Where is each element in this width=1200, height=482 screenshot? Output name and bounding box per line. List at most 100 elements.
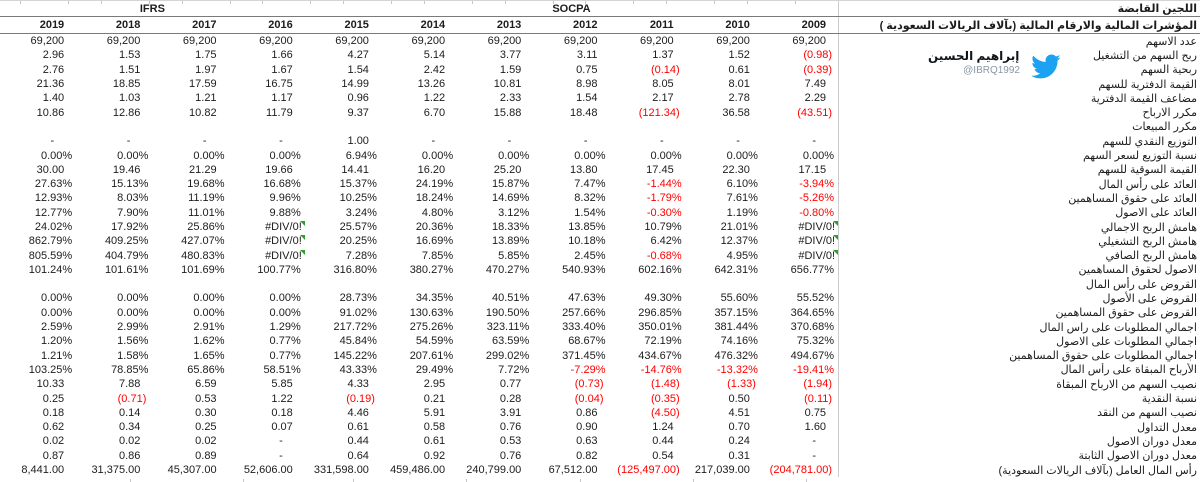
- table-cell[interactable]: #DIV/0!: [762, 235, 839, 247]
- table-cell[interactable]: 34.35%: [415, 292, 454, 305]
- table-cell[interactable]: 101.61%: [104, 263, 149, 276]
- table-cell[interactable]: #DIV/0!: [229, 221, 305, 233]
- row-label[interactable]: ربحية السهم: [838, 62, 1200, 77]
- table-cell[interactable]: 1.21: [195, 92, 217, 105]
- table-cell[interactable]: 240,799.00: [466, 464, 522, 477]
- table-cell[interactable]: 14.99: [341, 78, 369, 91]
- table-cell[interactable]: 190.50%: [485, 306, 530, 319]
- table-cell[interactable]: 5.14: [423, 49, 446, 62]
- table-cell[interactable]: 1.17: [271, 92, 293, 105]
- table-cell[interactable]: 409.25%: [104, 235, 149, 248]
- table-cell[interactable]: 27.63%: [34, 178, 73, 191]
- table-cell[interactable]: 67,512.00: [548, 464, 598, 477]
- table-cell[interactable]: 20.36%: [415, 221, 454, 233]
- table-cell[interactable]: 12.86: [112, 106, 141, 119]
- table-cell[interactable]: 4.95%: [726, 249, 758, 262]
- table-cell[interactable]: -: [279, 135, 283, 148]
- row-label[interactable]: هامش الربح التشغيلي: [838, 234, 1200, 249]
- table-cell[interactable]: 0.02: [118, 435, 141, 448]
- table-cell[interactable]: 69,200: [563, 35, 598, 48]
- table-cell[interactable]: 28.73%: [339, 292, 377, 305]
- table-cell[interactable]: 19.46: [112, 163, 141, 176]
- standard-header-socpa[interactable]: SOCPA: [552, 2, 591, 15]
- table-cell[interactable]: 14.41: [341, 163, 369, 176]
- table-cell[interactable]: 69,200: [30, 35, 65, 48]
- table-cell[interactable]: 8,441.00: [21, 464, 65, 477]
- table-cell[interactable]: 371.45%: [562, 349, 606, 362]
- year-header[interactable]: 2015: [344, 19, 369, 31]
- table-cell[interactable]: 6.94%: [345, 149, 377, 162]
- table-cell[interactable]: (0.04): [574, 392, 604, 405]
- table-cell[interactable]: 25.20: [493, 163, 522, 176]
- table-cell[interactable]: 29.49%: [415, 363, 454, 376]
- table-cell[interactable]: 40.51%: [492, 292, 530, 305]
- table-cell[interactable]: (0.19): [346, 392, 375, 405]
- row-label[interactable]: معدل دوران الاصول: [838, 434, 1200, 449]
- row-label[interactable]: ربح السهم من التشغيل: [838, 48, 1200, 63]
- table-cell[interactable]: -: [812, 135, 817, 148]
- table-cell[interactable]: (1.33): [727, 378, 756, 391]
- table-cell[interactable]: -: [812, 449, 817, 462]
- table-cell[interactable]: 65.86%: [187, 363, 225, 376]
- table-cell[interactable]: 30.00: [36, 163, 65, 176]
- table-cell[interactable]: 11.01%: [188, 206, 225, 219]
- table-cell[interactable]: 3.24%: [345, 206, 377, 219]
- table-cell[interactable]: 1.19%: [726, 206, 758, 219]
- table-cell[interactable]: 1.97: [195, 63, 217, 76]
- table-cell[interactable]: 25.86%: [187, 221, 225, 233]
- row-label[interactable]: اجمالي المطلوبات على راس المال: [838, 319, 1200, 335]
- table-cell[interactable]: 427.07%: [181, 235, 225, 248]
- table-cell[interactable]: 17.59: [189, 78, 217, 91]
- table-cell[interactable]: 331,598.00: [313, 464, 369, 477]
- table-cell[interactable]: 1.22: [423, 92, 446, 105]
- table-cell[interactable]: 0.00%: [269, 149, 301, 162]
- table-cell[interactable]: -: [279, 449, 283, 462]
- table-cell[interactable]: 0.14: [118, 406, 141, 419]
- table-cell[interactable]: 0.61: [728, 63, 750, 76]
- table-cell[interactable]: 103.25%: [28, 363, 73, 376]
- table-cell[interactable]: 13.80: [569, 163, 598, 176]
- table-cell[interactable]: 2.33: [499, 92, 522, 105]
- table-cell[interactable]: 16.20: [417, 163, 446, 176]
- table-cell[interactable]: 0.87: [42, 449, 65, 462]
- table-cell[interactable]: (0.11): [804, 392, 833, 405]
- table-cell[interactable]: 13.89%: [492, 235, 530, 248]
- table-cell[interactable]: 0.31: [728, 449, 750, 462]
- table-cell[interactable]: (1.94): [803, 378, 833, 391]
- table-cell[interactable]: 0.00%: [802, 149, 835, 162]
- table-cell[interactable]: 316.80%: [333, 263, 377, 276]
- table-cell[interactable]: 2.42: [423, 63, 446, 76]
- table-cell[interactable]: 54.59%: [415, 335, 454, 348]
- table-cell[interactable]: -0.30%: [646, 206, 682, 219]
- table-cell[interactable]: 4.51: [728, 406, 750, 419]
- table-cell[interactable]: 2.17: [652, 92, 674, 105]
- table-cell[interactable]: 49.30%: [644, 292, 682, 305]
- row-label[interactable]: نسبة النقدية: [838, 391, 1200, 406]
- table-cell[interactable]: -7.29%: [570, 363, 606, 376]
- table-cell[interactable]: 296.85%: [638, 306, 682, 319]
- table-cell[interactable]: 1.40: [42, 92, 65, 105]
- table-cell[interactable]: 476.32%: [714, 349, 758, 362]
- table-cell[interactable]: 1.59: [499, 63, 522, 76]
- table-cell[interactable]: 7.90%: [117, 206, 149, 219]
- table-cell[interactable]: (121.34): [638, 106, 680, 119]
- table-cell[interactable]: 69,200: [792, 35, 827, 48]
- table-cell[interactable]: 10.81: [493, 78, 522, 91]
- year-header[interactable]: 2017: [192, 19, 217, 31]
- row-label[interactable]: مضاعف القيمة الدفترية: [838, 91, 1200, 106]
- table-cell[interactable]: -3.94%: [799, 178, 835, 191]
- table-cell[interactable]: -: [507, 135, 512, 148]
- table-cell[interactable]: 0.00%: [574, 149, 606, 162]
- table-cell[interactable]: 0.00%: [193, 306, 225, 319]
- table-cell[interactable]: 101.24%: [28, 263, 73, 276]
- row-label[interactable]: معدل التداول: [838, 420, 1200, 435]
- table-cell[interactable]: 6.70: [423, 106, 446, 119]
- table-cell[interactable]: 12.93%: [34, 192, 73, 205]
- table-cell[interactable]: 9.37: [347, 106, 369, 119]
- table-cell[interactable]: 8.98: [576, 78, 598, 91]
- table-cell[interactable]: 2.99%: [117, 321, 149, 334]
- row-label[interactable]: عدد الاسهم: [838, 34, 1200, 49]
- table-cell[interactable]: 0.86: [118, 449, 141, 462]
- table-cell[interactable]: 9.96%: [269, 192, 301, 205]
- table-cell[interactable]: -: [812, 435, 817, 448]
